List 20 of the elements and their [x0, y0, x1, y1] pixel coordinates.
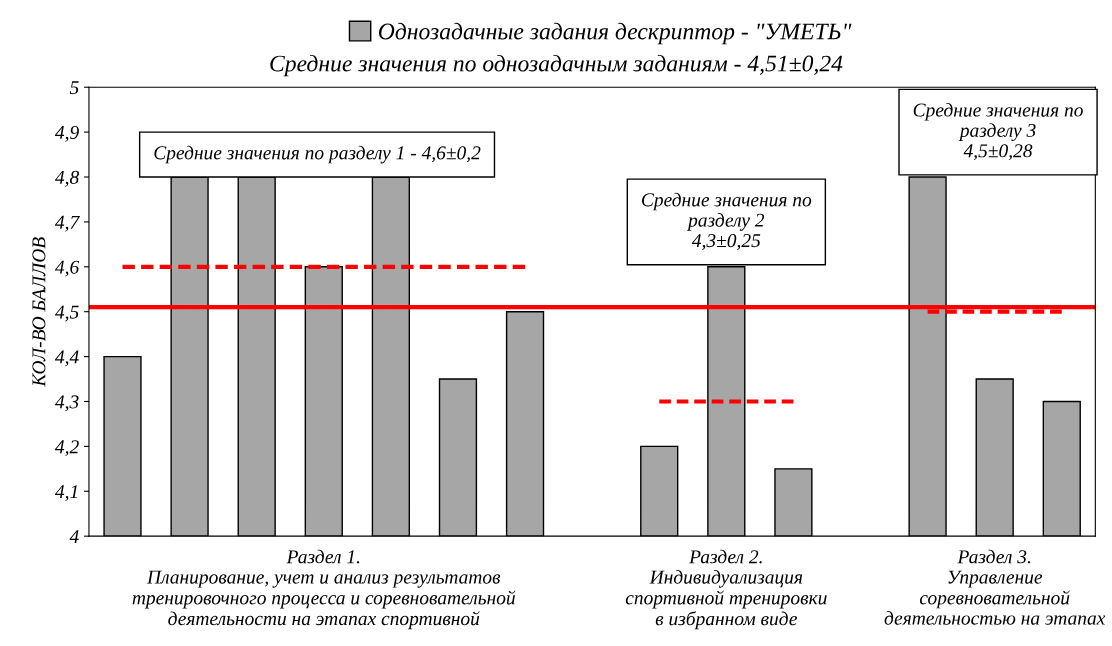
- annotation: Средние значения по разделу 3 4,5±0,28: [913, 102, 1083, 161]
- y-tick-label: 4,9: [54, 125, 79, 142]
- text: Раздел 2. Индивидуализация спортивной тренировки в избранном виде: [625, 549, 827, 630]
- y-tick-label: 4,1: [54, 485, 78, 502]
- y-tick-label: 4,7: [54, 215, 80, 232]
- text: Раздел 3. Управление соревновательной деятельностью на этапах: [884, 549, 1106, 625]
- y-tick-label: 4,4: [54, 350, 79, 367]
- y-tick-label: 4,5: [54, 305, 79, 322]
- y-tick-label: 4,3: [54, 395, 79, 412]
- y-tick-label: 4: [69, 530, 79, 543]
- chart-title: Средние значения по однозадачным заданиям - 4,51±0,24: [270, 54, 843, 77]
- y-tick-label: 4,8: [54, 170, 80, 187]
- text: Раздел 1. Планирование, учет и анализ результатов тренировочного процесса и соревновательной деятельности на этапах спортивной: [132, 549, 516, 630]
- y-axis-title: КОЛ-ВО БАЛЛОВ: [32, 237, 46, 387]
- y-tick-label: 4,2: [54, 440, 79, 457]
- y-tick-label: 4,6: [54, 260, 80, 277]
- annotation: Средние значения по разделу 1 - 4,6±0,2: [154, 145, 481, 164]
- legend-label: Однозадачные задания дескриптор - "УМЕТЬ": [378, 22, 852, 45]
- annotation: Средние значения по разделу 2 4,3±0,25: [641, 192, 812, 250]
- y-tick-label: 5: [69, 81, 79, 95]
